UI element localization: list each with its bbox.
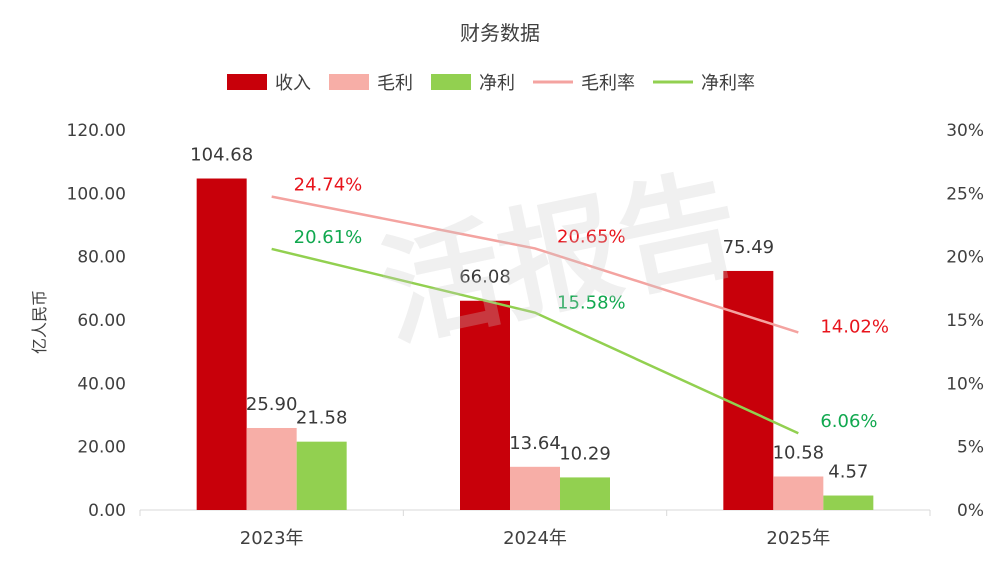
- y-tick-label: 100.00: [67, 184, 126, 204]
- legend-swatch: [431, 74, 471, 90]
- chart-title: 财务数据: [460, 21, 540, 45]
- legend-label: 收入: [275, 73, 311, 94]
- bar: [773, 476, 824, 510]
- legend-label: 净利: [479, 73, 515, 94]
- y-tick-label: 0.00: [88, 501, 126, 521]
- series-line: [271, 247, 799, 435]
- y2-tick-label: 10%: [946, 374, 984, 394]
- y2-tick-label: 0%: [957, 501, 984, 521]
- y2-tick-label: 15%: [946, 311, 984, 331]
- bar-data-label: 21.58: [296, 408, 348, 429]
- y2-tick-label: 25%: [946, 184, 984, 204]
- bar-data-label: 66.08: [459, 267, 511, 288]
- y2-tick-label: 20%: [946, 248, 984, 268]
- axes: 2023年 2024年 2025年 0.00 20.00 40.00 60.00 80.00 1…: [67, 121, 984, 549]
- bars: [196, 178, 874, 510]
- y-tick-label: 80.00: [77, 248, 126, 268]
- line-data-label: 15.58%: [557, 293, 626, 314]
- x-tick-label: 2023年: [240, 528, 304, 549]
- line-data-label: 20.61%: [294, 227, 363, 248]
- legend-label: 毛利率: [581, 73, 635, 94]
- bar: [296, 441, 347, 510]
- line-data-label: 14.02%: [820, 316, 889, 337]
- y-tick-label: 40.00: [77, 374, 126, 394]
- bar-data-label: 10.58: [773, 442, 825, 463]
- bar: [196, 178, 247, 510]
- lines: [271, 195, 799, 435]
- bar: [560, 477, 610, 510]
- bar-data-label: 75.49: [723, 237, 775, 258]
- bar: [460, 300, 510, 510]
- x-tick-label: 2024年: [503, 528, 567, 549]
- bar: [823, 495, 874, 510]
- y2-tick-label: 30%: [946, 121, 984, 141]
- series-line: [271, 195, 799, 334]
- y2-tick-label: 5%: [957, 438, 984, 458]
- legend-swatch: [227, 74, 267, 90]
- y-tick-label: 120.00: [67, 121, 126, 141]
- bar-data-label: 10.29: [559, 443, 611, 464]
- line-data-label: 20.65%: [557, 226, 626, 247]
- bar-data-label: 25.90: [246, 394, 298, 415]
- bar-data-label: 4.57: [828, 462, 868, 483]
- legend-swatch: [329, 74, 369, 90]
- line-data-label: 6.06%: [820, 411, 877, 432]
- bar: [246, 427, 297, 510]
- legend: 收入 毛利 净利 毛利率 净利率: [227, 73, 755, 94]
- legend-label: 净利率: [701, 73, 755, 94]
- bar: [510, 466, 560, 510]
- bar: [723, 270, 774, 510]
- watermark-text: 活报告: [369, 154, 750, 365]
- bar-data-label: 104.68: [190, 145, 253, 166]
- y-axis-label: 亿人民币: [30, 290, 49, 354]
- y-tick-label: 60.00: [77, 311, 126, 331]
- bar-data-label: 13.64: [509, 433, 561, 454]
- line-data-label: 24.74%: [294, 175, 363, 196]
- legend-label: 毛利: [377, 73, 413, 94]
- y-tick-label: 20.00: [77, 438, 126, 458]
- x-tick-label: 2025年: [766, 528, 830, 549]
